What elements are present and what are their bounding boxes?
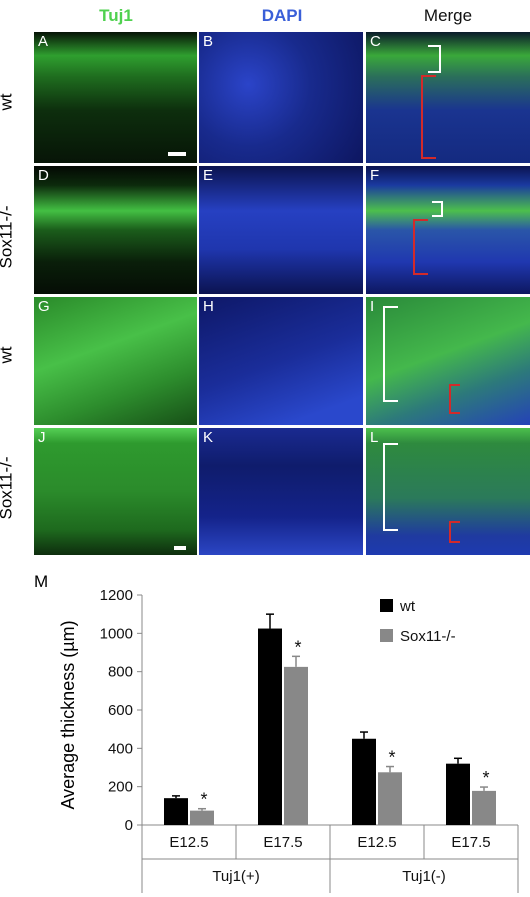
y-tick-label: 1000 [100, 625, 133, 642]
significance-marker: * [388, 748, 395, 768]
legend-swatch [380, 599, 393, 612]
y-tick-label: 0 [125, 817, 133, 834]
row-label-sox11-1: Sox11-/- [0, 205, 16, 269]
legend-label: wt [399, 598, 416, 615]
significance-marker: * [482, 768, 489, 788]
micrograph-panel-l: L [366, 428, 530, 555]
significance-marker: * [200, 790, 207, 810]
micrograph-panel-j: J [34, 428, 197, 555]
y-tick-label: 200 [108, 779, 133, 796]
micrograph-panel-c: C [366, 32, 530, 163]
row-label-sox11-2: Sox11-/- [0, 456, 16, 520]
bar [352, 738, 376, 825]
panel-label-l: L [370, 429, 379, 446]
bracket-white-c [428, 45, 441, 73]
y-tick-label: 1200 [100, 587, 133, 604]
column-header-merge: Merge [423, 6, 473, 25]
row-label-wt-2: wt [0, 346, 16, 364]
x-tick-label: E12.5 [169, 834, 208, 851]
y-tick-label: 600 [108, 702, 133, 719]
significance-marker: * [294, 637, 301, 657]
panel-label-k: K [203, 429, 214, 446]
micrograph-panel-k: K [199, 428, 363, 555]
bracket-red-l [449, 521, 460, 543]
panel-label-j: J [38, 429, 46, 446]
legend-swatch [380, 629, 393, 642]
y-axis-title: Average thickness (µm) [58, 620, 78, 809]
bar [378, 772, 402, 825]
bar-chart: M Average thickness (µm) 0 200 400 600 800 10… [34, 572, 519, 893]
panel-label-i: I [370, 298, 375, 315]
bracket-red-i [449, 384, 460, 414]
panel-label-a: A [38, 33, 49, 50]
row-label-wt-1: wt [0, 93, 16, 111]
bar [284, 666, 308, 825]
panel-label-h: H [203, 298, 214, 315]
micrograph-panel-a: A [34, 32, 197, 163]
panel-label-c: C [370, 33, 381, 50]
bracket-red-f [413, 219, 428, 275]
panel-label-d: D [38, 167, 49, 184]
micrograph-panel-f: F [366, 166, 530, 294]
bar [472, 790, 496, 825]
micrograph-panel-b: B [199, 32, 363, 163]
bar [258, 628, 282, 825]
x-tick-label: E17.5 [263, 834, 302, 851]
bracket-white-l [383, 443, 398, 531]
micrograph-panel-g: G [34, 297, 197, 425]
micrograph-panel-h: H [199, 297, 363, 425]
legend-label: Sox11-/- [400, 628, 456, 645]
panel-label-e: E [203, 167, 214, 184]
scale-bar [174, 546, 186, 550]
column-header-tuj1: Tuj1 [99, 6, 133, 25]
panel-label-g: G [38, 298, 50, 315]
bracket-white-i [383, 306, 398, 402]
chart-panel-label: M [34, 572, 48, 591]
y-tick-label: 800 [108, 664, 133, 681]
y-tick-label: 400 [108, 740, 133, 757]
micrograph-panel-i: I [366, 297, 530, 425]
x-tick-label: E12.5 [357, 834, 396, 851]
x-tick-label: E17.5 [451, 834, 490, 851]
group-label: Tuj1(-) [402, 868, 446, 885]
scale-bar [168, 152, 186, 156]
panel-label-b: B [203, 33, 214, 50]
bracket-white-f [432, 201, 443, 217]
micrograph-panel-e: E [199, 166, 363, 294]
bar [190, 810, 214, 825]
column-header-dapi: DAPI [261, 6, 303, 25]
bar [164, 798, 188, 825]
group-label: Tuj1(+) [212, 868, 259, 885]
micrograph-panel-d: D [34, 166, 197, 294]
panel-label-f: F [370, 167, 380, 184]
bar [446, 763, 470, 825]
bracket-red-c [421, 75, 436, 159]
